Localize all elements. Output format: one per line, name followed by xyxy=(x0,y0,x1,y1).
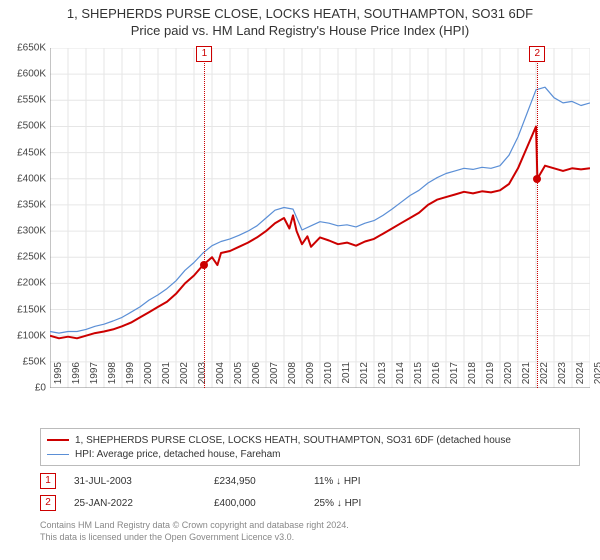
transaction-price-2: £400,000 xyxy=(214,498,314,509)
marker-box-1: 1 xyxy=(196,46,212,62)
legend-item-1: 1, SHEPHERDS PURSE CLOSE, LOCKS HEATH, S… xyxy=(47,433,573,447)
y-tick-label: £550K xyxy=(17,95,46,106)
title-line-2: Price paid vs. HM Land Registry's House … xyxy=(0,23,600,40)
y-tick-label: £300K xyxy=(17,226,46,237)
x-tick-label: 2006 xyxy=(251,362,262,392)
x-tick-label: 2017 xyxy=(449,362,460,392)
chart-area: £0£50K£100K£150K£200K£250K£300K£350K£400… xyxy=(50,48,590,418)
x-tick-label: 2010 xyxy=(323,362,334,392)
transaction-marker-2: 2 xyxy=(40,495,56,511)
transaction-row-1: 1 31-JUL-2003 £234,950 11% ↓ HPI xyxy=(40,470,580,492)
footer-attribution: Contains HM Land Registry data © Crown c… xyxy=(40,520,580,543)
transaction-price-1: £234,950 xyxy=(214,476,314,487)
transaction-date-1: 31-JUL-2003 xyxy=(74,476,214,487)
y-tick-label: £600K xyxy=(17,69,46,80)
x-tick-label: 2003 xyxy=(197,362,208,392)
title-line-1: 1, SHEPHERDS PURSE CLOSE, LOCKS HEATH, S… xyxy=(0,6,600,23)
footer-line-2: This data is licensed under the Open Gov… xyxy=(40,532,580,544)
x-tick-label: 2020 xyxy=(503,362,514,392)
legend-swatch-2 xyxy=(47,454,69,455)
marker-dot-2 xyxy=(533,175,541,183)
x-tick-label: 2014 xyxy=(395,362,406,392)
transaction-row-2: 2 25-JAN-2022 £400,000 25% ↓ HPI xyxy=(40,492,580,514)
transactions-table: 1 31-JUL-2003 £234,950 11% ↓ HPI 2 25-JA… xyxy=(40,470,580,514)
x-tick-label: 1996 xyxy=(71,362,82,392)
x-tick-label: 2019 xyxy=(485,362,496,392)
x-tick-label: 2024 xyxy=(575,362,586,392)
y-tick-label: £650K xyxy=(17,43,46,54)
marker-box-2: 2 xyxy=(529,46,545,62)
legend-item-2: HPI: Average price, detached house, Fare… xyxy=(47,447,573,461)
x-tick-label: 1997 xyxy=(89,362,100,392)
x-tick-label: 2023 xyxy=(557,362,568,392)
x-tick-label: 1995 xyxy=(53,362,64,392)
legend-label-2: HPI: Average price, detached house, Fare… xyxy=(75,449,281,460)
x-tick-label: 2013 xyxy=(377,362,388,392)
y-tick-label: £100K xyxy=(17,330,46,341)
x-tick-label: 2015 xyxy=(413,362,424,392)
x-tick-label: 1998 xyxy=(107,362,118,392)
marker-line-2 xyxy=(537,48,538,388)
x-tick-label: 2025 xyxy=(593,362,600,392)
chart-container: 1, SHEPHERDS PURSE CLOSE, LOCKS HEATH, S… xyxy=(0,0,600,560)
chart-title: 1, SHEPHERDS PURSE CLOSE, LOCKS HEATH, S… xyxy=(0,0,600,40)
x-tick-label: 1999 xyxy=(125,362,136,392)
y-tick-label: £500K xyxy=(17,121,46,132)
y-tick-label: £350K xyxy=(17,199,46,210)
transaction-diff-2: 25% ↓ HPI xyxy=(314,498,414,509)
x-tick-label: 2000 xyxy=(143,362,154,392)
x-tick-label: 2016 xyxy=(431,362,442,392)
transaction-diff-1: 11% ↓ HPI xyxy=(314,476,414,487)
marker-dot-1 xyxy=(200,261,208,269)
y-tick-label: £400K xyxy=(17,173,46,184)
footer-line-1: Contains HM Land Registry data © Crown c… xyxy=(40,520,580,532)
x-tick-label: 2001 xyxy=(161,362,172,392)
x-tick-label: 2022 xyxy=(539,362,550,392)
plot-svg xyxy=(50,48,590,388)
transaction-marker-1: 1 xyxy=(40,473,56,489)
transaction-date-2: 25-JAN-2022 xyxy=(74,498,214,509)
y-tick-label: £50K xyxy=(23,356,46,367)
x-tick-label: 2007 xyxy=(269,362,280,392)
y-tick-label: £0 xyxy=(35,383,46,394)
x-tick-label: 2005 xyxy=(233,362,244,392)
y-tick-label: £150K xyxy=(17,304,46,315)
x-tick-label: 2008 xyxy=(287,362,298,392)
x-tick-label: 2021 xyxy=(521,362,532,392)
x-tick-label: 2011 xyxy=(341,362,352,392)
y-tick-label: £200K xyxy=(17,278,46,289)
x-tick-label: 2012 xyxy=(359,362,370,392)
x-tick-label: 2002 xyxy=(179,362,190,392)
y-tick-label: £450K xyxy=(17,147,46,158)
legend-swatch-1 xyxy=(47,439,69,441)
marker-line-1 xyxy=(204,48,205,388)
x-tick-label: 2009 xyxy=(305,362,316,392)
x-tick-label: 2004 xyxy=(215,362,226,392)
y-tick-label: £250K xyxy=(17,252,46,263)
legend: 1, SHEPHERDS PURSE CLOSE, LOCKS HEATH, S… xyxy=(40,428,580,466)
x-tick-label: 2018 xyxy=(467,362,478,392)
legend-label-1: 1, SHEPHERDS PURSE CLOSE, LOCKS HEATH, S… xyxy=(75,435,511,446)
